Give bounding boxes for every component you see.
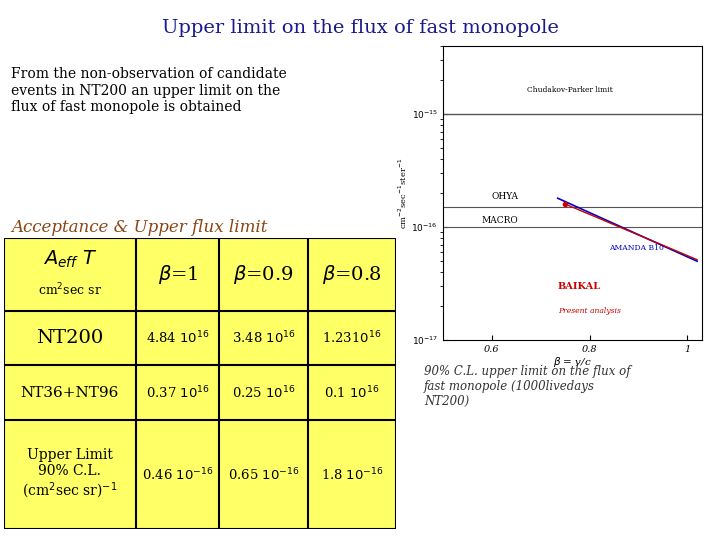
Text: Present analysis: Present analysis bbox=[558, 307, 621, 315]
Text: NT36+NT96: NT36+NT96 bbox=[21, 386, 119, 400]
Text: 0.46 $10^{-16}$: 0.46 $10^{-16}$ bbox=[142, 466, 214, 483]
Text: NT200: NT200 bbox=[36, 329, 104, 347]
Text: MACRO: MACRO bbox=[482, 215, 518, 225]
Text: 0.25 $10^{16}$: 0.25 $10^{16}$ bbox=[232, 384, 295, 401]
Text: OHYA: OHYA bbox=[492, 192, 518, 201]
Text: $\beta$=1: $\beta$=1 bbox=[158, 262, 198, 286]
Text: 1.8 $10^{-16}$: 1.8 $10^{-16}$ bbox=[320, 466, 383, 483]
Text: $\beta$=0.9: $\beta$=0.9 bbox=[233, 262, 294, 286]
Text: 0.65 $10^{-16}$: 0.65 $10^{-16}$ bbox=[228, 466, 300, 483]
Text: cm$^{2}$sec sr: cm$^{2}$sec sr bbox=[38, 282, 102, 299]
Text: From the non-observation of candidate
events in NT200 an upper limit on the
flux: From the non-observation of candidate ev… bbox=[11, 68, 287, 114]
Text: Upper limit on the flux of fast monopole: Upper limit on the flux of fast monopole bbox=[161, 19, 559, 37]
Text: 0.1 $10^{16}$: 0.1 $10^{16}$ bbox=[324, 384, 379, 401]
Text: 90% C.L. upper limit on the flux of
fast monopole (1000livedays
NT200): 90% C.L. upper limit on the flux of fast… bbox=[424, 365, 631, 408]
Text: 3.48 $10^{16}$: 3.48 $10^{16}$ bbox=[232, 329, 295, 346]
Text: 0.37 $10^{16}$: 0.37 $10^{16}$ bbox=[146, 384, 210, 401]
Text: Chudakov-Parker limit: Chudakov-Parker limit bbox=[527, 86, 613, 94]
Text: 1.231$0^{16}$: 1.231$0^{16}$ bbox=[323, 329, 382, 346]
Y-axis label: cm$^{-2}$sec$^{-1}$ster$^{-1}$: cm$^{-2}$sec$^{-1}$ster$^{-1}$ bbox=[396, 157, 409, 229]
Text: BAIKAL: BAIKAL bbox=[558, 282, 601, 291]
Text: 4.84 $10^{16}$: 4.84 $10^{16}$ bbox=[146, 329, 210, 346]
X-axis label: $\beta$ = v/c: $\beta$ = v/c bbox=[553, 355, 592, 369]
Text: Acceptance & Upper flux limit: Acceptance & Upper flux limit bbox=[11, 219, 267, 235]
Text: $A_{eff}\ T$: $A_{eff}\ T$ bbox=[42, 249, 97, 270]
Text: Upper Limit
90% C.L.
(cm$^{2}$sec sr)$^{-1}$: Upper Limit 90% C.L. (cm$^{2}$sec sr)$^{… bbox=[22, 448, 117, 501]
Text: $\beta$=0.8: $\beta$=0.8 bbox=[322, 262, 382, 286]
Text: AMANDA B10: AMANDA B10 bbox=[609, 244, 664, 252]
